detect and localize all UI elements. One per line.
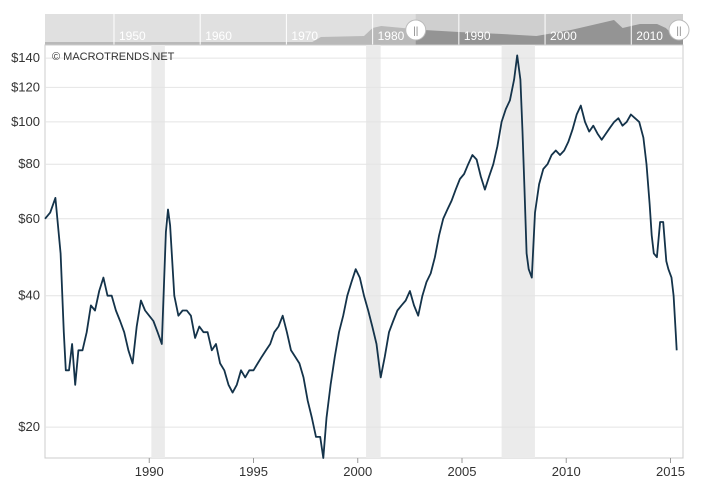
y-tick-label-100: $100 <box>11 114 40 129</box>
recession-bands <box>151 45 535 458</box>
recession-band-2 <box>501 45 535 458</box>
plot-frame <box>44 44 684 459</box>
watermark: © MACROTRENDS.NET <box>52 51 175 63</box>
y-tick-label-120: $120 <box>11 79 40 94</box>
x-tick-label-2005: 2005 <box>448 464 477 479</box>
navigator-decade-label-1950: 1950 <box>119 29 146 43</box>
x-tick-label-2010: 2010 <box>552 464 581 479</box>
navigator-decade-label-1990: 1990 <box>464 29 491 43</box>
recession-band-1 <box>366 45 381 458</box>
navigator-right-handle[interactable]: || <box>668 19 690 41</box>
x-tick-label-1990: 1990 <box>135 464 164 479</box>
y-tick-label-60: $60 <box>18 211 40 226</box>
navigator-decade-label-1960: 1960 <box>205 29 232 43</box>
navigator-unselected-mask <box>45 14 416 45</box>
horizontal-gridlines <box>45 57 683 428</box>
axes: $20 $40 $60 $80 $100 $120 $140 1990 1995 2000 2005… <box>11 50 685 479</box>
range-navigator[interactable]: 1950 1960 1970 1980 1990 2000 2010 || || <box>45 14 690 45</box>
handle-grip-icon: || <box>676 26 681 37</box>
y-tick-label-20: $20 <box>18 419 40 434</box>
handle-knob <box>405 19 427 41</box>
y-tick-label-40: $40 <box>18 288 40 303</box>
navigator-decade-label-2000: 2000 <box>550 29 577 43</box>
series-layer <box>44 54 678 459</box>
x-tick-label-2015: 2015 <box>656 464 685 479</box>
navigator-overview-area <box>45 20 683 45</box>
series-line-0 <box>44 54 678 459</box>
x-tick-label-1995: 1995 <box>239 464 268 479</box>
recession-band-0 <box>151 45 165 458</box>
x-tick-label-2000: 2000 <box>343 464 372 479</box>
navigator-decade-label-1980: 1980 <box>378 29 405 43</box>
navigator-left-handle[interactable]: || <box>405 19 427 41</box>
handle-knob <box>668 19 690 41</box>
y-tick-label-80: $80 <box>18 156 40 171</box>
navigator-decade-label-1970: 1970 <box>291 29 318 43</box>
navigator-decade-label-2010: 2010 <box>636 29 663 43</box>
handle-grip-icon: || <box>413 26 418 37</box>
y-tick-label-140: $140 <box>11 50 40 65</box>
